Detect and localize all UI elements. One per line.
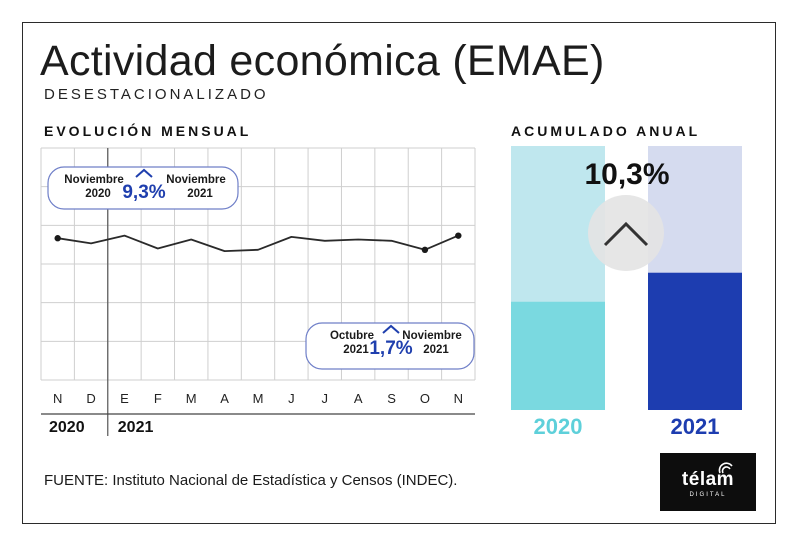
source-note: FUENTE: Instituto Nacional de Estadístic… xyxy=(44,472,458,489)
bar-value xyxy=(648,272,742,410)
data-point xyxy=(54,235,61,242)
annotation-from-year: 2020 xyxy=(85,188,111,200)
x-tick-label: J xyxy=(322,391,329,406)
data-point xyxy=(455,232,462,239)
x-tick-label: O xyxy=(420,391,430,406)
year-label: 2021 xyxy=(118,419,154,436)
x-tick-label: M xyxy=(253,391,264,406)
x-tick-label: J xyxy=(288,391,295,406)
x-tick-label: A xyxy=(220,391,229,406)
x-tick-label: A xyxy=(354,391,363,406)
x-tick-label: F xyxy=(154,391,162,406)
page-title: Actividad económica (EMAE) xyxy=(40,37,605,85)
annotation-to: Noviembre xyxy=(166,174,225,186)
x-tick-label: S xyxy=(387,391,396,406)
annotation-to-year: 2021 xyxy=(187,188,213,200)
bar-value xyxy=(511,301,605,410)
annotation-from: Noviembre xyxy=(64,174,123,186)
telam-logo: télam DIGITAL xyxy=(660,453,756,511)
growth-badge xyxy=(588,195,664,271)
x-tick-label: E xyxy=(120,391,129,406)
page-subtitle: DESESTACIONALIZADO xyxy=(44,86,269,103)
annual-growth-value: 10,3% xyxy=(584,158,669,191)
monthly-section-title: EVOLUCIÓN MENSUAL xyxy=(44,123,252,139)
annotation-value: 1,7% xyxy=(369,338,412,359)
year-label: 2020 xyxy=(49,419,85,436)
bar-category-label: 2021 xyxy=(671,414,720,439)
data-point xyxy=(421,246,429,254)
up-chevron-icon xyxy=(603,221,649,247)
annotation-from: Octubre xyxy=(330,330,374,342)
x-tick-label: N xyxy=(53,391,62,406)
annotation-box xyxy=(305,322,475,370)
annotation-to: Noviembre xyxy=(402,330,461,342)
up-chevron-icon xyxy=(135,168,153,178)
annotation-from-year: 2021 xyxy=(343,344,369,356)
x-tick-label: M xyxy=(186,391,197,406)
logo-subtext: DIGITAL xyxy=(689,492,727,498)
bar-category-label: 2020 xyxy=(534,414,583,439)
annual-section-title: ACUMULADO ANUAL xyxy=(511,123,701,139)
signal-icon xyxy=(718,462,733,474)
annotation-to-year: 2021 xyxy=(423,344,449,356)
up-chevron-icon xyxy=(382,324,400,334)
annotation-box xyxy=(47,166,239,210)
series-line xyxy=(57,234,459,253)
x-tick-label: D xyxy=(86,391,95,406)
annotation-value: 9,3% xyxy=(122,182,165,203)
logo-wordmark: télam xyxy=(681,469,735,490)
x-tick-label: N xyxy=(454,391,463,406)
